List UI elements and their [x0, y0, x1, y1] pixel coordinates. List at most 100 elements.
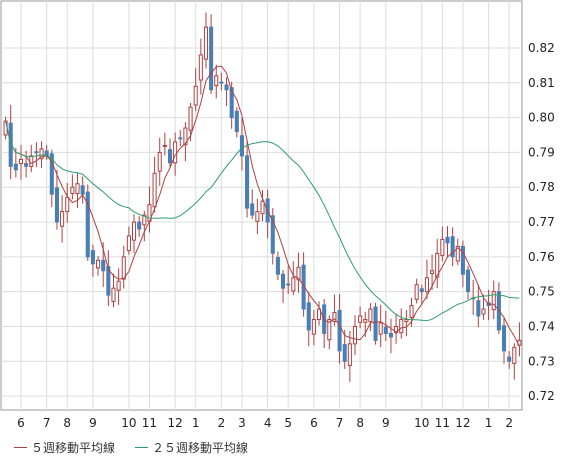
candle-up [29, 155, 34, 167]
legend-item-ma5: ５週移動平均線 [14, 438, 115, 456]
candle-down [229, 87, 234, 119]
x-tick-label: 10 [414, 416, 429, 430]
candle-down [54, 187, 59, 223]
x-tick-label: 8 [63, 416, 71, 430]
y-tick-label: 0.79 [528, 145, 555, 159]
x-tick-label: 6 [310, 416, 318, 430]
candle-down [250, 203, 255, 216]
candle-up [378, 322, 383, 335]
candle-up [142, 214, 147, 226]
x-tick-label: 1 [485, 416, 493, 430]
candle-up [399, 318, 404, 334]
candle-down [219, 81, 224, 84]
candle-down [8, 122, 13, 167]
candle-down [466, 269, 471, 293]
candle-up [430, 270, 435, 275]
candle-down [383, 326, 388, 334]
candle-down [90, 250, 95, 265]
candle-up [311, 318, 316, 335]
candle-up [65, 197, 70, 213]
candle-up [75, 183, 80, 194]
candle-up [409, 305, 414, 318]
candle-up [18, 158, 24, 165]
candle-up [203, 26, 209, 60]
candle-down [80, 185, 85, 195]
candle-down [101, 259, 106, 272]
candle-down [239, 135, 244, 157]
candle-up [291, 277, 296, 292]
candle-down [460, 245, 465, 275]
y-tick-label: 0.73 [528, 354, 555, 368]
x-tick-label: 10 [121, 416, 136, 430]
legend-label-ma5: ５週移動平均線 [31, 440, 116, 455]
candle-up [414, 284, 419, 300]
candle-up [316, 308, 322, 320]
x-tick-label: 11 [142, 416, 157, 430]
x-tick-label: 8 [356, 416, 364, 430]
candle-down [507, 356, 512, 362]
candle-up [368, 308, 373, 323]
candle-up [455, 245, 460, 262]
candle-up [435, 252, 440, 278]
candle-down [167, 149, 173, 164]
candle-up [60, 211, 65, 227]
candle-down [209, 26, 214, 91]
x-tick-label: 7 [43, 416, 51, 430]
y-tick-label: 0.74 [528, 319, 555, 333]
candle-up [440, 238, 445, 256]
candle-up [152, 172, 157, 208]
candle-up [214, 75, 219, 87]
y-tick-label: 0.78 [528, 180, 555, 194]
candle-up [255, 211, 260, 222]
candle-up [358, 315, 363, 323]
y-tick-label: 0.72 [528, 389, 555, 403]
candle-up [70, 186, 75, 194]
candle-down [445, 236, 450, 244]
candle-up [39, 148, 44, 160]
candle-up [188, 106, 193, 131]
candle-down [34, 151, 39, 154]
candle-up [116, 280, 121, 291]
candle-up [126, 235, 131, 252]
candle-down [306, 302, 311, 331]
candle-up [327, 318, 332, 341]
candle-up [491, 291, 496, 311]
candle-up [111, 287, 116, 302]
candle-up [198, 54, 203, 81]
candle-down [281, 273, 286, 289]
candle-up [363, 318, 368, 323]
candle-down [106, 266, 111, 296]
candle-up [512, 346, 517, 364]
y-tick-label: 0.77 [528, 215, 555, 229]
candle-up [424, 277, 429, 293]
candle-down [476, 300, 481, 317]
ma25-line [5, 120, 520, 322]
x-tick-label: 12 [455, 416, 470, 430]
candle-down [137, 221, 142, 230]
candle-up [173, 141, 178, 164]
y-tick-label: 0.80 [528, 111, 555, 125]
x-tick-label: 3 [238, 416, 246, 430]
candle-down [245, 155, 250, 209]
candle-up [404, 318, 409, 323]
candle-up [157, 151, 162, 172]
legend-item-ma25: ２５週移動平均線 [135, 438, 248, 456]
x-tick-label: 7 [336, 416, 344, 430]
candle-down [286, 283, 291, 286]
ma25-swatch [135, 446, 149, 448]
candle-down [342, 344, 347, 362]
y-tick-label: 0.75 [528, 285, 555, 299]
candle-down [224, 84, 229, 91]
candle-up [193, 85, 198, 106]
candle-down [373, 306, 378, 341]
ma5-line [5, 65, 520, 347]
x-tick-label: 2 [505, 416, 513, 430]
candle-down [450, 236, 455, 258]
candle-down [388, 332, 394, 338]
candle-down [178, 137, 183, 140]
x-tick-label: 1 [192, 416, 200, 430]
x-tick-label: 6 [17, 416, 25, 430]
candle-down [419, 288, 424, 293]
candle-down [49, 153, 54, 195]
y-tick-label: 0.82 [528, 41, 555, 55]
